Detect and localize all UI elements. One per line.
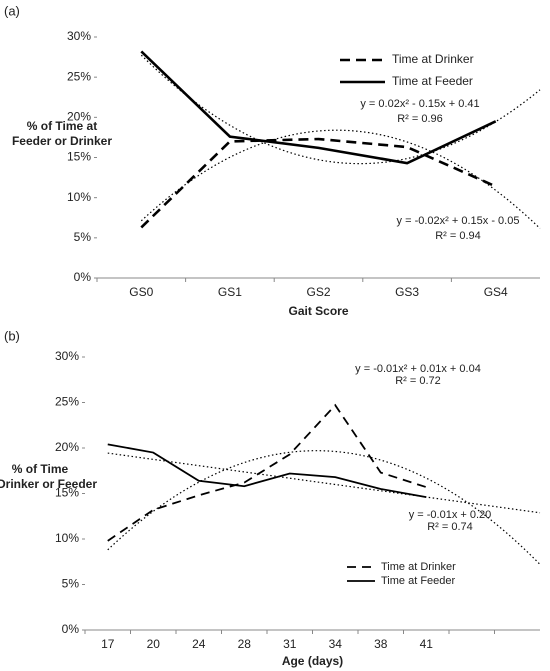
y-tick-label: 5% [62,577,80,591]
x-axis-label: Gait Score [288,304,348,318]
y-tick-label: 20% [67,110,91,124]
y-axis-label: % of Time [12,462,69,476]
x-tick-label: GS1 [218,285,242,299]
y-tick-label: 20% [55,440,79,454]
trend-line [107,450,541,565]
legend-label: Time at Feeder [381,575,456,587]
series-line [107,403,427,542]
annotation: y = -0.01x + 0.20 [409,509,492,521]
x-tick-label: 41 [420,637,434,651]
x-tick-label: 38 [374,637,388,651]
x-tick-label: 20 [147,637,161,651]
series-line [107,443,427,499]
y-tick-label: 0% [74,270,92,284]
y-axis-label: at Drinker or Feeder [0,477,97,491]
panel-label: (a) [4,3,20,18]
annotation: y = 0.02x² - 0.15x + 0.41 [360,98,479,110]
y-tick-label: 0% [62,622,80,636]
x-tick-label: 34 [329,637,343,651]
annotation: R² = 0.96 [397,113,443,125]
y-tick-label: 25% [55,395,79,409]
annotation: y = -0.02x² + 0.15x - 0.05 [397,215,520,227]
legend-label: Time at Feeder [392,74,473,88]
trend-line [107,452,541,514]
y-axis-label: Feeder or Drinker [12,134,112,148]
x-axis-label: Age (days) [282,654,343,668]
x-tick-label: GS2 [306,285,330,299]
x-tick-label: GS4 [484,285,508,299]
y-tick-label: 30% [55,349,79,363]
x-tick-label: 17 [101,637,115,651]
y-tick-label: 25% [67,69,91,83]
x-tick-label: 31 [283,637,297,651]
x-tick-label: 24 [192,637,206,651]
x-tick-label: GS3 [395,285,419,299]
panel-label: (b) [4,328,20,343]
y-tick-label: 15% [67,150,91,164]
trend-line [140,54,541,165]
annotation: R² = 0.72 [395,375,441,387]
annotation: R² = 0.74 [427,521,473,533]
legend-label: Time at Drinker [381,561,456,573]
y-tick-label: 30% [67,29,91,43]
y-tick-label: 10% [55,531,79,545]
y-axis-label: % of Time at [27,119,97,133]
y-tick-label: 5% [74,230,92,244]
y-tick-label: 15% [55,486,79,500]
annotation: R² = 0.94 [435,230,481,242]
legend-label: Time at Drinker [392,52,474,66]
annotation: y = -0.01x² + 0.01x + 0.04 [355,363,481,375]
series-line [140,137,497,229]
y-tick-label: 10% [67,190,91,204]
series-line [140,50,497,165]
trend-line [140,129,541,229]
x-tick-label: GS0 [129,285,153,299]
x-tick-label: 28 [238,637,252,651]
